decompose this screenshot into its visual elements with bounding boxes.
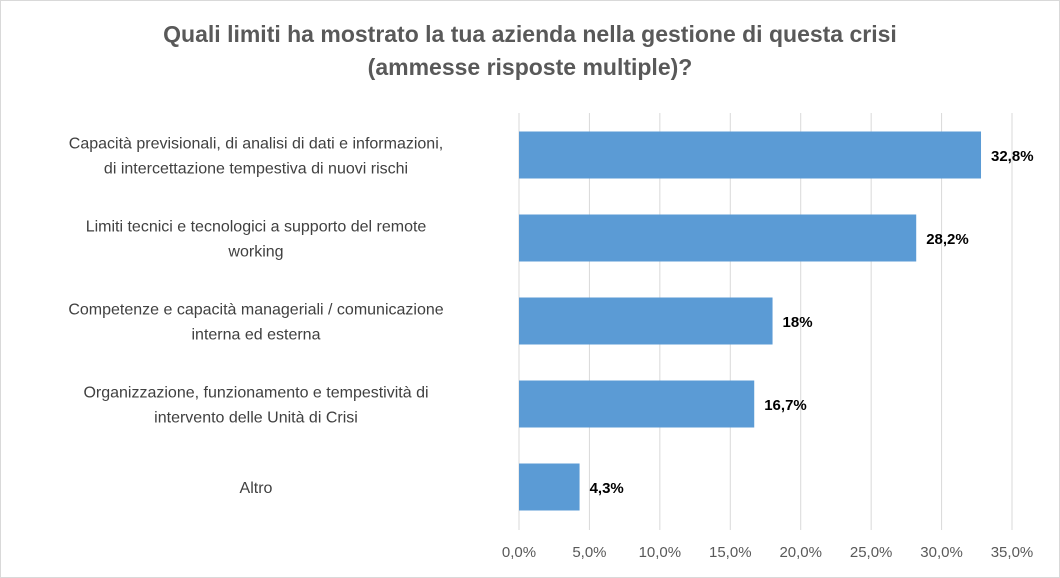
x-tick-label: 5,0% (572, 544, 606, 561)
data-label: 18% (783, 314, 813, 331)
x-tick-label: 10,0% (639, 544, 682, 561)
x-tick-label: 35,0% (991, 544, 1034, 561)
category-label: working (227, 244, 283, 261)
category-label: Organizzazione, funzionamento e tempesti… (83, 385, 428, 402)
category-label: Capacità previsionali, di analisi di dat… (69, 136, 443, 153)
x-tick-label: 20,0% (779, 544, 822, 561)
category-label: Limiti tecnici e tecnologici a supporto … (86, 219, 427, 236)
bar (519, 463, 580, 511)
data-label: 16,7% (764, 397, 807, 414)
category-label: Altro (240, 480, 273, 497)
x-tick-label: 0,0% (502, 544, 536, 561)
bar (519, 380, 755, 428)
x-tick-label: 30,0% (920, 544, 963, 561)
chart-title: Quali limiti ha mostrato la tua azienda … (0, 18, 1060, 84)
category-label: intervento delle Unità di Crisi (154, 410, 358, 427)
data-label: 32,8% (991, 148, 1034, 165)
category-label: interna ed esterna (192, 327, 321, 344)
category-label: Competenze e capacità manageriali / comu… (68, 302, 443, 319)
title-line-1: Quali limiti ha mostrato la tua azienda … (163, 21, 897, 47)
x-tick-label: 25,0% (850, 544, 893, 561)
bar (519, 131, 982, 179)
data-label: 4,3% (590, 480, 624, 497)
x-tick-label: 15,0% (709, 544, 752, 561)
title-line-2: (ammesse risposte multiple)? (367, 54, 693, 80)
category-label: di intercettazione tempestiva di nuovi r… (104, 161, 408, 178)
data-label: 28,2% (926, 231, 969, 248)
bar (519, 214, 917, 262)
bar (519, 297, 773, 345)
